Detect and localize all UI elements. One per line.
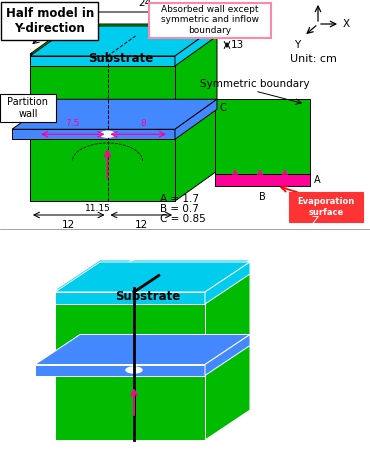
Text: Unit: cm: Unit: cm bbox=[285, 278, 332, 288]
Polygon shape bbox=[30, 26, 217, 56]
Polygon shape bbox=[12, 99, 217, 129]
Text: Substrate: Substrate bbox=[88, 53, 153, 65]
Text: C = 0.85: C = 0.85 bbox=[160, 214, 206, 224]
Polygon shape bbox=[55, 304, 205, 365]
Text: 24: 24 bbox=[271, 330, 284, 340]
Text: Symmetric boundary: Symmetric boundary bbox=[200, 79, 310, 89]
Text: Z: Z bbox=[312, 216, 319, 226]
Text: Y: Y bbox=[294, 263, 300, 273]
Polygon shape bbox=[35, 334, 250, 365]
Text: A = 1.7: A = 1.7 bbox=[160, 194, 199, 204]
Polygon shape bbox=[205, 260, 250, 440]
Ellipse shape bbox=[126, 367, 142, 373]
Text: 2.05: 2.05 bbox=[142, 442, 162, 451]
FancyBboxPatch shape bbox=[0, 94, 56, 122]
Polygon shape bbox=[175, 26, 217, 66]
Ellipse shape bbox=[101, 131, 114, 137]
FancyBboxPatch shape bbox=[1, 2, 98, 40]
Polygon shape bbox=[55, 376, 205, 440]
Text: 12: 12 bbox=[62, 220, 75, 230]
Text: 7.5: 7.5 bbox=[65, 119, 80, 128]
Polygon shape bbox=[30, 139, 175, 201]
Polygon shape bbox=[30, 54, 175, 201]
Text: 8: 8 bbox=[140, 119, 146, 128]
Text: 12: 12 bbox=[135, 220, 148, 230]
Text: C: C bbox=[219, 103, 226, 113]
Polygon shape bbox=[215, 174, 310, 186]
Text: 24: 24 bbox=[138, 0, 151, 8]
Polygon shape bbox=[30, 66, 175, 129]
Polygon shape bbox=[55, 262, 250, 292]
Polygon shape bbox=[175, 24, 217, 201]
Text: X: X bbox=[338, 245, 345, 255]
Text: Y: Y bbox=[294, 40, 300, 50]
Text: Substrate: Substrate bbox=[115, 289, 181, 302]
Text: Partition
wall: Partition wall bbox=[7, 97, 48, 119]
Text: 11.15: 11.15 bbox=[85, 204, 110, 213]
FancyBboxPatch shape bbox=[149, 3, 271, 38]
Polygon shape bbox=[30, 56, 175, 66]
Text: B = 0.7: B = 0.7 bbox=[160, 204, 199, 214]
Text: Observed point: Observed point bbox=[8, 240, 111, 252]
Polygon shape bbox=[55, 292, 205, 304]
Polygon shape bbox=[12, 129, 175, 139]
Polygon shape bbox=[35, 365, 205, 376]
Text: 12: 12 bbox=[13, 30, 26, 40]
Polygon shape bbox=[55, 260, 250, 290]
Text: 12: 12 bbox=[71, 264, 84, 274]
Text: A: A bbox=[314, 175, 321, 185]
Text: Half model in
Y-direction: Half model in Y-direction bbox=[6, 7, 94, 35]
FancyBboxPatch shape bbox=[289, 192, 363, 222]
Polygon shape bbox=[205, 262, 250, 304]
Polygon shape bbox=[30, 24, 217, 54]
Text: 24: 24 bbox=[141, 232, 154, 242]
Polygon shape bbox=[55, 290, 205, 440]
Polygon shape bbox=[205, 334, 250, 376]
Text: Evaporation
surface: Evaporation surface bbox=[297, 197, 354, 217]
Polygon shape bbox=[215, 99, 310, 174]
Text: 11.15: 11.15 bbox=[99, 442, 125, 451]
Text: 13: 13 bbox=[231, 40, 244, 50]
Polygon shape bbox=[175, 99, 217, 139]
Text: X: X bbox=[343, 19, 350, 29]
Text: Absorbed wall except
symmetric and inflow
boundary: Absorbed wall except symmetric and inflo… bbox=[161, 5, 259, 35]
Text: B: B bbox=[259, 192, 266, 202]
Text: Unit: cm: Unit: cm bbox=[290, 54, 337, 64]
